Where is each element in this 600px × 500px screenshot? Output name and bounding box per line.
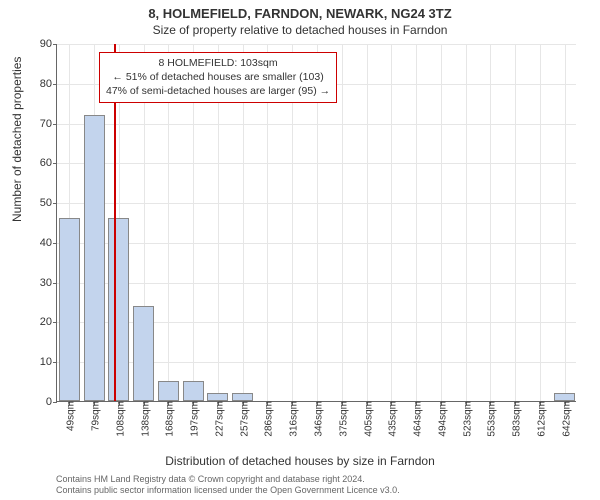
y-tick-label: 50 (40, 197, 57, 209)
x-tick-label: 523sqm (458, 401, 473, 437)
grid-line-v (490, 44, 491, 401)
plot-area: 010203040506070809049sqm79sqm108sqm138sq… (56, 44, 576, 402)
footer-line-2: Contains public sector information licen… (56, 485, 400, 496)
y-tick-label: 0 (46, 396, 57, 408)
bar (108, 218, 129, 401)
title-sub: Size of property relative to detached ho… (0, 21, 600, 37)
title-main: 8, HOLMEFIELD, FARNDON, NEWARK, NG24 3TZ (0, 0, 600, 21)
x-tick-label: 316sqm (285, 401, 300, 437)
grid-line-v (391, 44, 392, 401)
infobox-line-3: 47% of semi-detached houses are larger (… (106, 84, 330, 98)
x-tick-label: 583sqm (508, 401, 523, 437)
bar (133, 306, 154, 401)
infobox-line-1: 8 HOLMEFIELD: 103sqm (106, 56, 330, 70)
x-tick-label: 375sqm (334, 401, 349, 437)
y-axis-title: Number of detached properties (10, 57, 24, 222)
x-tick-label: 197sqm (186, 401, 201, 437)
y-tick-label: 40 (40, 237, 57, 249)
bar (158, 381, 179, 401)
marker-info-box: 8 HOLMEFIELD: 103sqm ← 51% of detached h… (99, 52, 337, 103)
bar (59, 218, 80, 401)
x-tick-label: 612sqm (532, 401, 547, 437)
grid-line-v (565, 44, 566, 401)
grid-line-v (441, 44, 442, 401)
x-tick-label: 168sqm (161, 401, 176, 437)
x-tick-label: 79sqm (87, 401, 102, 431)
x-tick-label: 286sqm (260, 401, 275, 437)
x-tick-label: 642sqm (557, 401, 572, 437)
footer-text: Contains HM Land Registry data © Crown c… (56, 474, 400, 496)
y-tick-label: 20 (40, 316, 57, 328)
x-tick-label: 494sqm (433, 401, 448, 437)
x-tick-label: 435sqm (384, 401, 399, 437)
bar (207, 393, 228, 401)
bar (554, 393, 575, 401)
x-axis-title: Distribution of detached houses by size … (0, 454, 600, 468)
x-tick-label: 138sqm (136, 401, 151, 437)
infobox-line-2: ← 51% of detached houses are smaller (10… (106, 70, 330, 84)
y-tick-label: 90 (40, 38, 57, 50)
grid-line-v (342, 44, 343, 401)
grid-line-v (515, 44, 516, 401)
grid-line-v (416, 44, 417, 401)
x-tick-label: 553sqm (483, 401, 498, 437)
y-tick-label: 60 (40, 157, 57, 169)
y-tick-label: 30 (40, 277, 57, 289)
x-tick-label: 405sqm (359, 401, 374, 437)
bar (84, 115, 105, 401)
footer-line-1: Contains HM Land Registry data © Crown c… (56, 474, 400, 485)
chart-container: 8, HOLMEFIELD, FARNDON, NEWARK, NG24 3TZ… (0, 0, 600, 500)
y-tick-label: 70 (40, 118, 57, 130)
grid-line-v (466, 44, 467, 401)
bar (183, 381, 204, 401)
x-tick-label: 227sqm (210, 401, 225, 437)
x-tick-label: 346sqm (310, 401, 325, 437)
x-tick-label: 257sqm (235, 401, 250, 437)
x-tick-label: 464sqm (409, 401, 424, 437)
y-tick-label: 80 (40, 78, 57, 90)
x-tick-label: 108sqm (111, 401, 126, 437)
x-tick-label: 49sqm (62, 401, 77, 431)
bar (232, 393, 253, 401)
grid-line-v (367, 44, 368, 401)
grid-line-v (540, 44, 541, 401)
y-tick-label: 10 (40, 356, 57, 368)
